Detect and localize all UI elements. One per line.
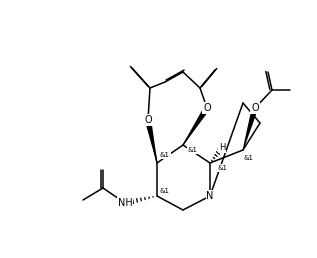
Text: H: H [219,143,225,152]
Text: &1: &1 [243,155,253,161]
Polygon shape [145,119,158,163]
Polygon shape [243,107,258,150]
Text: &1: &1 [160,152,170,158]
Polygon shape [183,106,210,145]
Text: NH: NH [118,198,133,208]
Text: O: O [251,103,259,113]
Text: O: O [203,103,211,113]
Text: &1: &1 [217,165,227,171]
Text: &1: &1 [188,147,198,153]
Text: &1: &1 [160,188,170,194]
Text: O: O [144,115,152,125]
Text: N: N [206,191,214,201]
